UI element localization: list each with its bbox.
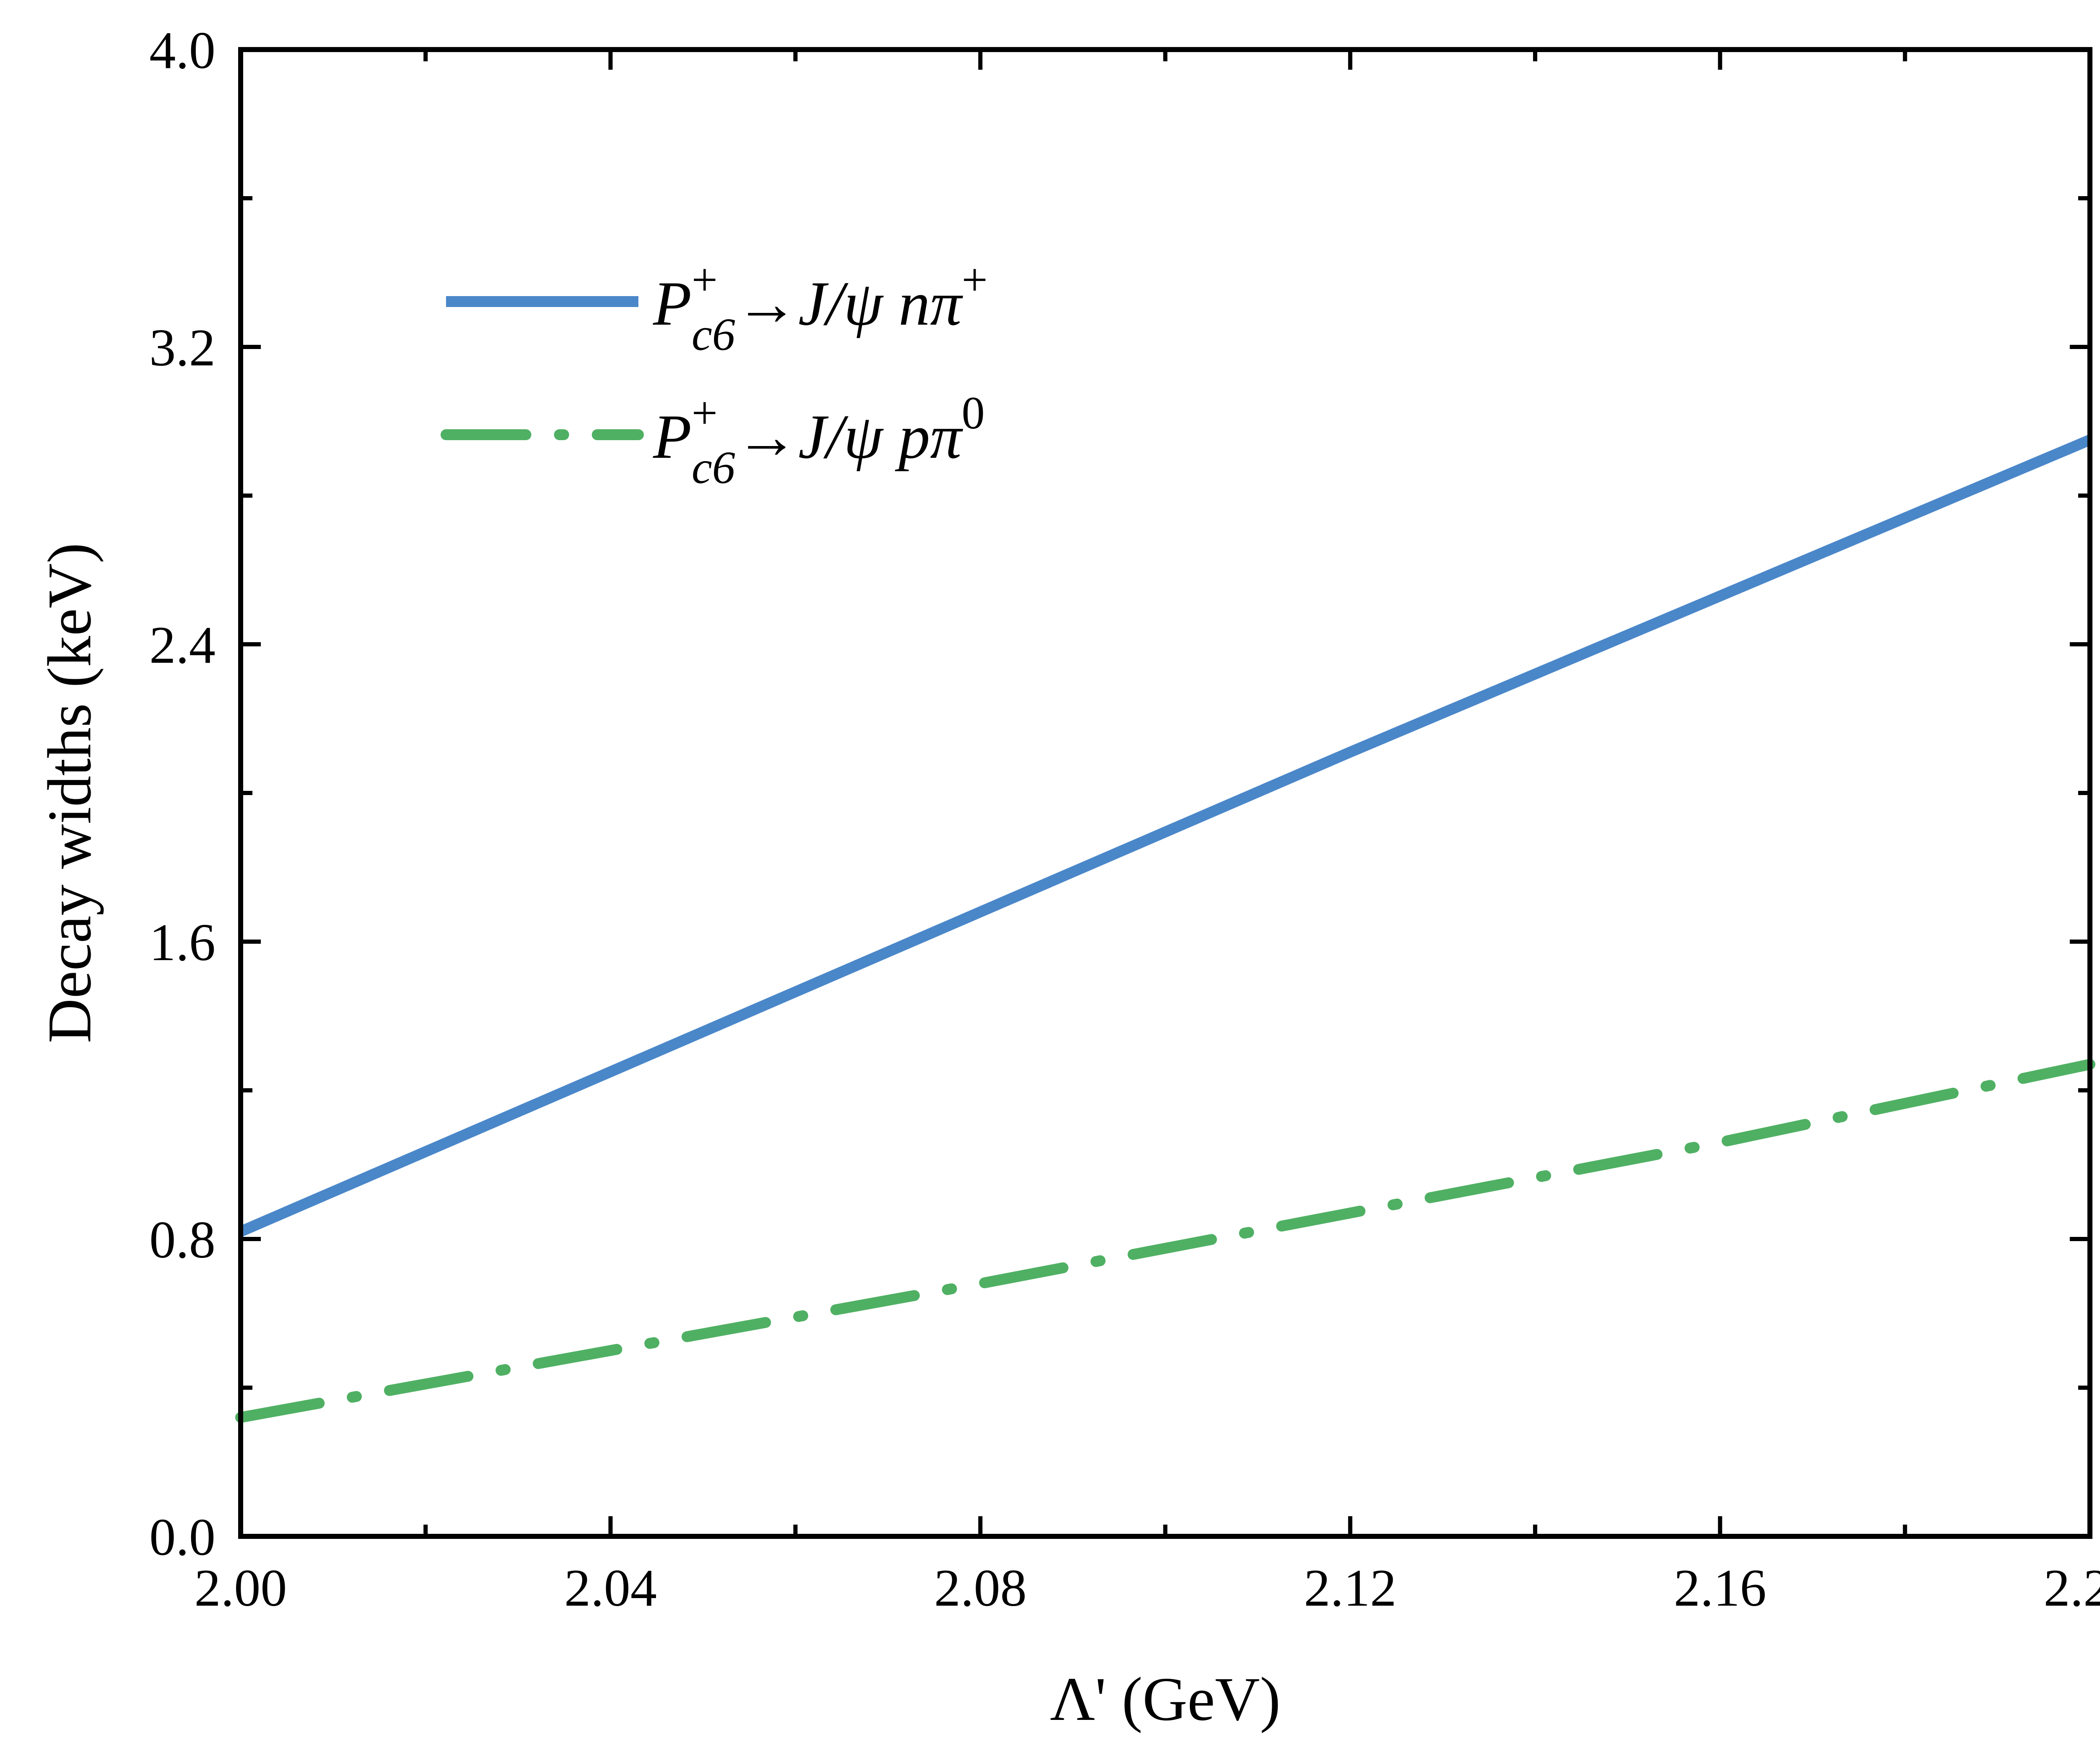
series-line-1 <box>235 1059 2095 1423</box>
legend-0-sup: + <box>692 254 718 305</box>
y-tick-label: 0.8 <box>150 1211 216 1269</box>
series-line-0 <box>238 435 2092 1237</box>
tick-labels-layer: 2.00 2.04 2.08 2.12 2.16 2.20 0.0 0.8 1.6 2.4 3.2 4… <box>150 21 2100 1617</box>
legend-label-jpsi-n-pi-plus: P+ c6→J/ψ nπ+ <box>653 254 988 360</box>
y-tick-label: 3.2 <box>150 319 216 377</box>
x-tick-label: 2.00 <box>194 1559 287 1617</box>
y-axis-title: Decay widths (keV) <box>35 543 104 1043</box>
plot-frame <box>238 47 2092 1539</box>
y-tick-label: 0.0 <box>150 1508 216 1567</box>
legend-1-arrow: → <box>735 402 798 472</box>
legend-1-final: J/ψ p <box>798 402 930 472</box>
legend-label-jpsi-p-pi-zero: P+ c6→J/ψ pπ0 <box>653 387 985 493</box>
x-tick-label: 2.08 <box>934 1559 1027 1617</box>
legend-1-base: P <box>653 402 692 472</box>
y-tick-label: 2.4 <box>150 616 216 675</box>
x-axis-title: Λ' (GeV) <box>1050 1665 1281 1734</box>
y-tick-label: 1.6 <box>150 914 216 972</box>
legend-1-sub: c6 <box>692 442 735 493</box>
legend-0-pi-sup: + <box>962 254 988 305</box>
x-tick-label: 2.04 <box>564 1559 657 1617</box>
legend-0-pi: π <box>930 269 963 339</box>
y-tick-label: 4.0 <box>150 21 216 80</box>
legend-1-pi: π <box>930 402 963 472</box>
x-tick-label: 2.12 <box>1304 1559 1397 1617</box>
legend-1-sup: + <box>692 387 718 438</box>
series-layer <box>235 435 2095 1423</box>
legend: P+ c6→J/ψ nπ+ P+ c6→J/ψ pπ0 <box>441 254 988 493</box>
legend-0-base: P <box>653 269 692 339</box>
legend-1-pi-sup: 0 <box>962 387 985 438</box>
legend-0-final: J/ψ n <box>798 269 930 339</box>
legend-0-sub: c6 <box>692 309 735 360</box>
x-tick-label: 2.20 <box>2044 1559 2100 1617</box>
x-tick-label: 2.16 <box>1674 1559 1767 1617</box>
ticks-layer <box>239 47 2092 1538</box>
legend-0-arrow: → <box>735 269 798 339</box>
